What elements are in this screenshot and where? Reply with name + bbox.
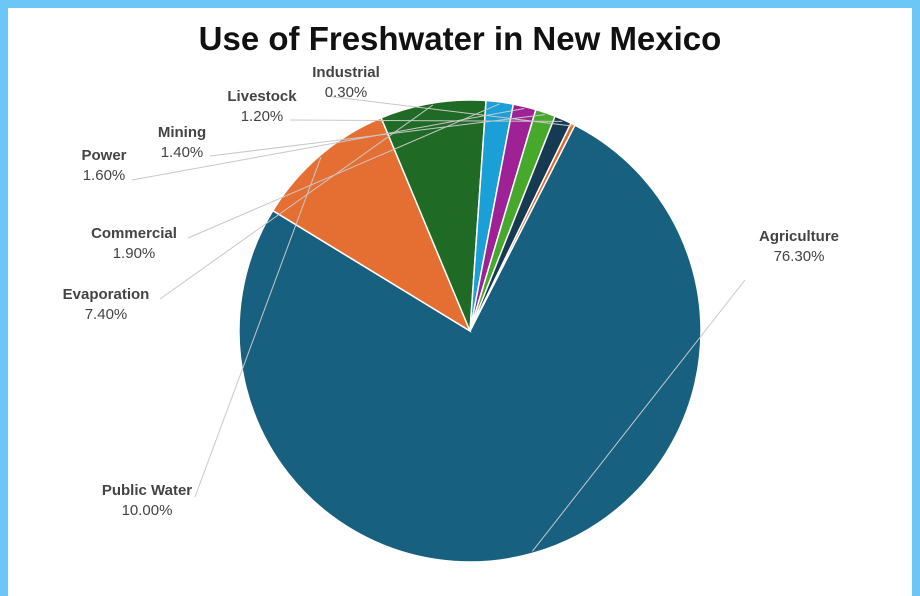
- slice-value-power: 1.60%: [83, 167, 126, 184]
- slice-value-evaporation: 7.40%: [85, 306, 128, 323]
- leader-line-evaporation: [159, 104, 434, 300]
- slice-value-agriculture: 76.30%: [774, 248, 825, 265]
- slice-label-agriculture: Agriculture: [759, 228, 839, 245]
- leader-line-industrial: [325, 95, 573, 127]
- slice-label-power: Power: [81, 147, 126, 164]
- leader-line-livestock: [289, 119, 563, 122]
- slice-value-commercial: 1.90%: [113, 245, 156, 262]
- chart-title: Use of Freshwater in New Mexico: [198, 20, 722, 57]
- slice-value-industrial: 0.30%: [325, 84, 368, 101]
- slice-label-livestock: Livestock: [227, 88, 297, 105]
- slice-value-public-water: 10.00%: [122, 502, 173, 519]
- leader-line-public-water: [194, 156, 322, 498]
- slice-label-commercial: Commercial: [91, 225, 177, 242]
- pie-slice-industrial: [469, 122, 576, 332]
- slice-label-industrial: Industrial: [312, 64, 380, 81]
- slice-label-mining: Mining: [158, 124, 206, 141]
- leader-line-agriculture: [531, 279, 746, 552]
- pie-slice-public-water: [271, 116, 472, 333]
- slice-label-public-water: Public Water: [102, 482, 192, 499]
- slice-label-evaporation: Evaporation: [63, 286, 150, 303]
- slice-value-livestock: 1.20%: [241, 108, 284, 125]
- pie-slice-evaporation: [380, 99, 487, 332]
- pie-slice-agriculture: [238, 124, 702, 563]
- slice-value-mining: 1.40%: [161, 144, 204, 161]
